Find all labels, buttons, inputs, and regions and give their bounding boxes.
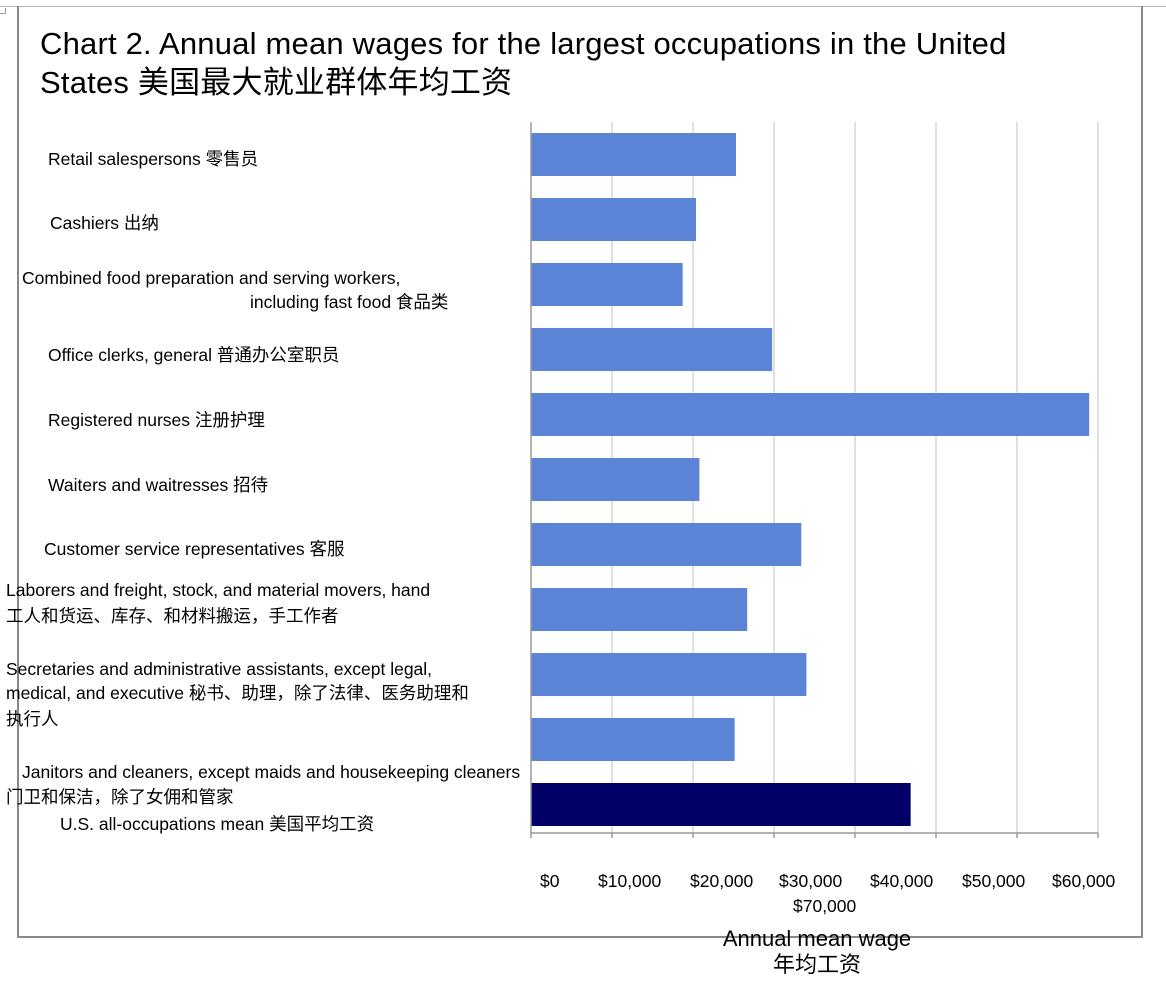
x-tick-label: $70,000 <box>793 896 857 916</box>
corner-mark <box>0 8 6 14</box>
x-tick-label: $40,000 <box>870 871 934 891</box>
category-label-customer: Customer service representatives 客服 <box>44 539 345 559</box>
category-label-all-occupations: U.S. all-occupations mean 美国平均工资 <box>60 814 375 834</box>
category-label-laborers-line2: 工人和货运、库存、和材料搬运，手工作者 <box>6 606 339 626</box>
x-axis-title: Annual mean wage 年均工资 <box>722 926 912 977</box>
category-label-janitors-line2: 门卫和保洁，除了女佣和管家 <box>6 787 234 807</box>
x-tick-label: $50,000 <box>962 871 1026 891</box>
chart-title: Chart 2. Annual mean wages for the large… <box>40 26 1007 100</box>
category-label-waiters: Waiters and waitresses 招待 <box>48 475 269 495</box>
x-tick-label: $20,000 <box>690 871 754 891</box>
x-tick-label: $0 <box>540 871 560 891</box>
chart-frame <box>17 6 1143 938</box>
category-label-nurses: Registered nurses 注册护理 <box>48 410 265 430</box>
category-label-food-line2: including fast food 食品类 <box>250 292 449 312</box>
x-tick-label: $10,000 <box>598 871 662 891</box>
category-label-laborers-line1: Laborers and freight, stock, and materia… <box>6 580 431 600</box>
category-label-secretaries-line2: medical, and executive 秘书、助理，除了法律、医务助理和 <box>6 683 469 703</box>
category-label-secretaries-line1: Secretaries and administrative assistant… <box>6 659 433 679</box>
x-tick-label: $60,000 <box>1052 871 1116 891</box>
top-rule <box>0 6 1166 7</box>
category-label-retail: Retail salespersons 零售员 <box>48 149 259 169</box>
x-tick-label: $30,000 <box>779 871 843 891</box>
category-label-cashiers: Cashiers 出纳 <box>50 213 159 233</box>
category-label-food-line1: Combined food preparation and serving wo… <box>22 268 401 288</box>
category-label-office: Office clerks, general 普通办公室职员 <box>48 345 340 365</box>
category-label-janitors-line1: Janitors and cleaners, except maids and … <box>22 762 521 782</box>
category-label-secretaries-line3: 执行人 <box>6 709 59 729</box>
